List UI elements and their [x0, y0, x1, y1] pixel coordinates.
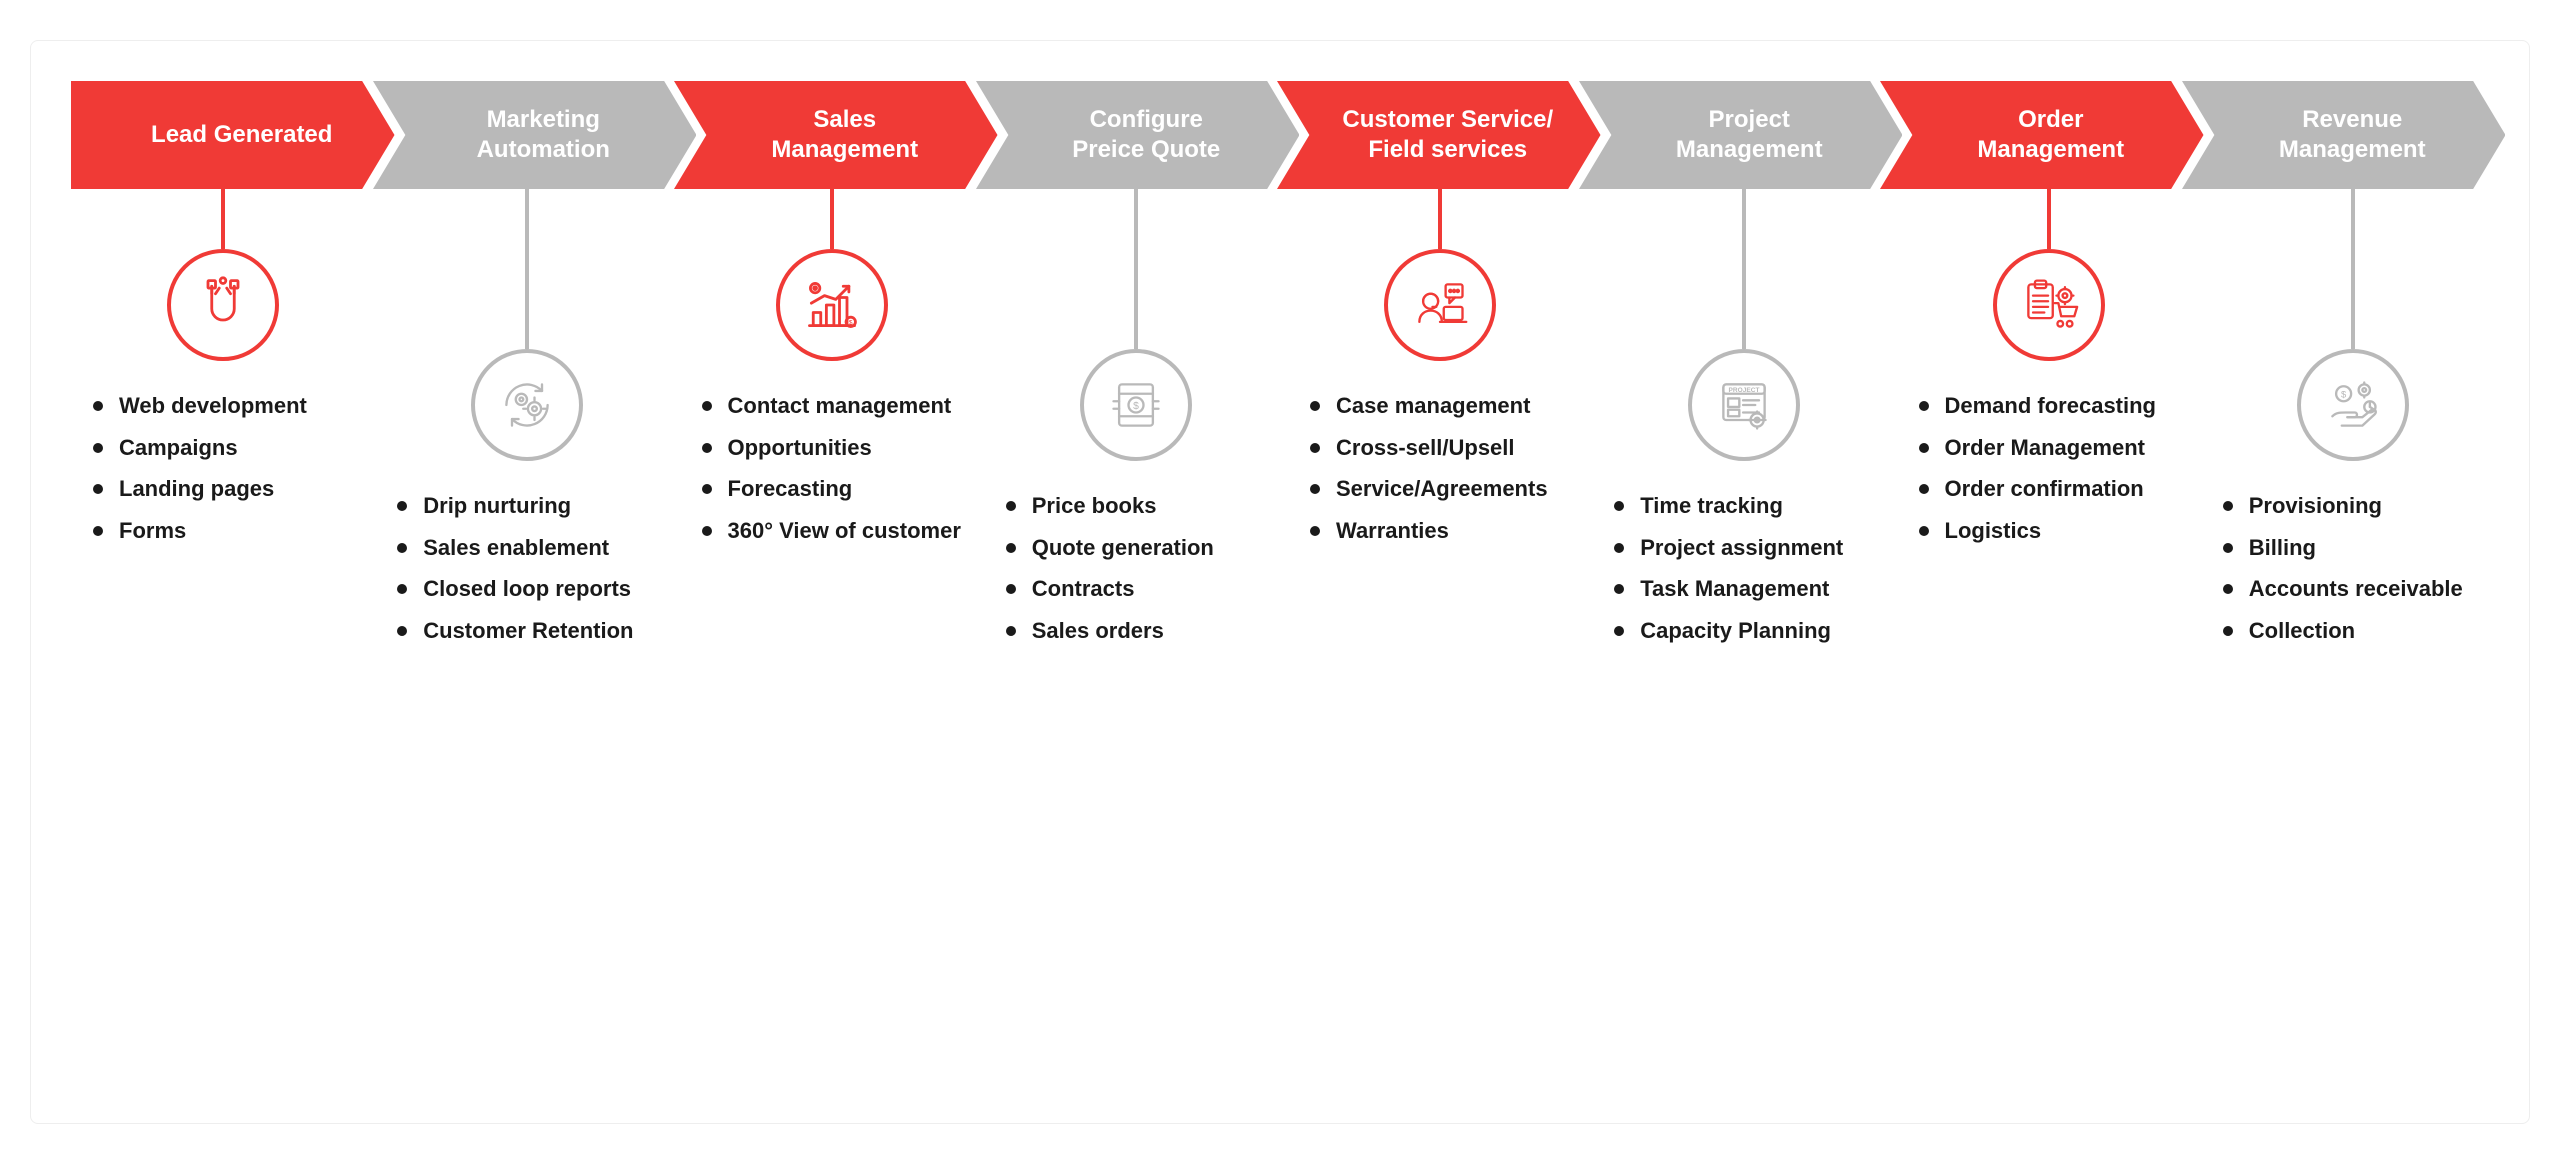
bullet-item: Closed loop reports — [397, 574, 633, 604]
stage-column-sales-management: $ Contact management Opportunities Forecas… — [680, 189, 984, 658]
stage-column-order-management: Demand forecasting Order Management Order … — [1897, 189, 2201, 658]
stage-column-customer-service: Case management Cross-sell/Upsell Service/… — [1288, 189, 1592, 658]
bullet-item: Opportunities — [702, 433, 961, 463]
stage-column-marketing-automation: Drip nurturing Sales enablement Closed loo… — [375, 189, 679, 658]
stage-bullet-list: Time tracking Project assignment Task Mana… — [1600, 491, 1843, 658]
connector-line — [2047, 189, 2051, 249]
stage-arrow-revenue-management: Revenue Management — [2182, 81, 2506, 189]
stage-arrow-order-management: Order Management — [1880, 81, 2204, 189]
bullet-item: Accounts receivable — [2223, 574, 2463, 604]
bullet-item: Order confirmation — [1919, 474, 2157, 504]
stage-arrow-marketing-automation: Marketing Automation — [373, 81, 697, 189]
stage-bullet-list: Demand forecasting Order Management Order … — [1905, 391, 2157, 558]
support-agent-icon — [1384, 249, 1496, 361]
connector-line — [1438, 189, 1442, 249]
stage-column-configure-price-quote: $ Price books Quote generation Contracts Sa… — [984, 189, 1288, 658]
bullet-item: Billing — [2223, 533, 2463, 563]
stage-bullet-list: Price books Quote generation Contracts Sale… — [992, 491, 1214, 658]
stage-label: Configure Preice Quote — [1072, 105, 1220, 165]
bullet-item: Forecasting — [702, 474, 961, 504]
clipboard-cart-icon — [1993, 249, 2105, 361]
gears-cycle-icon — [471, 349, 583, 461]
connector-line — [830, 189, 834, 249]
bullet-item: Customer Retention — [397, 616, 633, 646]
bullet-item: Order Management — [1919, 433, 2157, 463]
bullet-item: Warranties — [1310, 516, 1548, 546]
svg-text:$: $ — [2341, 390, 2347, 400]
bullet-item: Landing pages — [93, 474, 307, 504]
stage-label: Customer Service/ Field services — [1342, 105, 1553, 165]
stage-bullet-list: Drip nurturing Sales enablement Closed loo… — [383, 491, 633, 658]
svg-text:$: $ — [1133, 401, 1139, 412]
stage-arrow-sales-management: Sales Management — [674, 81, 998, 189]
stage-bullet-list: Case management Cross-sell/Upsell Service/… — [1296, 391, 1548, 558]
connector-line — [1134, 189, 1138, 349]
bullet-item: Provisioning — [2223, 491, 2463, 521]
stage-arrow-project-management: Project Management — [1579, 81, 1903, 189]
stage-arrow-lead-generated: Lead Generated — [71, 81, 395, 189]
stage-label: Sales Management — [771, 105, 918, 165]
stage-column-lead-generated: Web development Campaigns Landing pages For… — [71, 189, 375, 658]
svg-text:PROJECT: PROJECT — [1729, 387, 1760, 394]
magnet-icon — [167, 249, 279, 361]
bullet-item: Quote generation — [1006, 533, 1214, 563]
arrow-row: Lead Generated Marketing Automation Sale… — [71, 81, 2505, 189]
bullet-item: Time tracking — [1614, 491, 1843, 521]
connector-line — [1742, 189, 1746, 349]
bullet-item: Demand forecasting — [1919, 391, 2157, 421]
bullet-item: Sales enablement — [397, 533, 633, 563]
connector-line — [2351, 189, 2355, 349]
stage-label: Revenue Management — [2279, 105, 2426, 165]
growth-chart-icon: $ — [776, 249, 888, 361]
bullet-item: Forms — [93, 516, 307, 546]
svg-text:$: $ — [849, 320, 853, 327]
stage-label: Marketing Automation — [477, 105, 610, 165]
connector-line — [221, 189, 225, 249]
stage-bullet-list: Provisioning Billing Accounts receivable Co… — [2209, 491, 2463, 658]
stage-bullet-list: Web development Campaigns Landing pages For… — [79, 391, 307, 558]
project-board-icon: PROJECT — [1688, 349, 1800, 461]
bullet-item: 360° View of customer — [702, 516, 961, 546]
stage-column-project-management: PROJECT Time trackingProject assignmentT… — [1592, 189, 1896, 658]
bullet-item: Web development — [93, 391, 307, 421]
bullet-item: Sales orders — [1006, 616, 1214, 646]
bullet-item: Project assignment — [1614, 533, 1843, 563]
stage-column-revenue-management: $ Provisioning Billing Accounts receivable… — [2201, 189, 2505, 658]
stage-label: Order Management — [1977, 105, 2124, 165]
process-flow-diagram: Lead Generated Marketing Automation Sale… — [30, 40, 2530, 1124]
bullet-item: Contact management — [702, 391, 961, 421]
bullet-item: Cross-sell/Upsell — [1310, 433, 1548, 463]
stage-label: Project Management — [1676, 105, 1823, 165]
bullet-item: Logistics — [1919, 516, 2157, 546]
bullet-item: Task Management — [1614, 574, 1843, 604]
bullet-item: Case management — [1310, 391, 1548, 421]
bullet-item: Capacity Planning — [1614, 616, 1843, 646]
stage-bullet-list: Contact management Opportunities Forecasti… — [688, 391, 961, 558]
bullet-item: Drip nurturing — [397, 491, 633, 521]
money-hand-icon: $ — [2297, 349, 2409, 461]
stage-arrow-configure-price-quote: Configure Preice Quote — [976, 81, 1300, 189]
stage-arrow-customer-service: Customer Service/ Field services — [1277, 81, 1601, 189]
connector-line — [525, 189, 529, 349]
stage-label: Lead Generated — [151, 120, 332, 150]
bullet-item: Service/Agreements — [1310, 474, 1548, 504]
bullet-item: Contracts — [1006, 574, 1214, 604]
bullet-item: Price books — [1006, 491, 1214, 521]
bullet-item: Campaigns — [93, 433, 307, 463]
bullet-item: Collection — [2223, 616, 2463, 646]
price-tag-icon: $ — [1080, 349, 1192, 461]
stage-columns: Web development Campaigns Landing pages For… — [71, 189, 2505, 658]
